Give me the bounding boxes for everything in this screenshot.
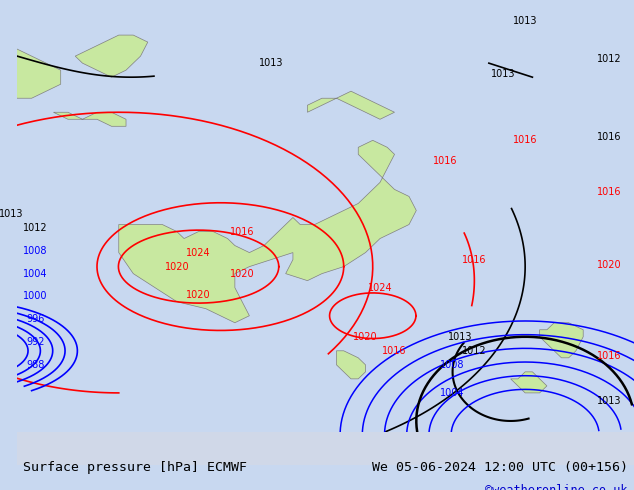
Polygon shape (75, 35, 148, 77)
Polygon shape (540, 323, 583, 358)
Polygon shape (53, 112, 126, 126)
Text: 1004: 1004 (23, 269, 48, 279)
Text: 1016: 1016 (597, 187, 621, 196)
Text: 1008: 1008 (23, 246, 48, 256)
Text: 1000: 1000 (23, 292, 48, 301)
Text: 1008: 1008 (441, 360, 465, 370)
Text: We 05-06-2024 12:00 UTC (00+156): We 05-06-2024 12:00 UTC (00+156) (372, 461, 628, 474)
Text: 1016: 1016 (597, 132, 621, 142)
Polygon shape (307, 91, 394, 119)
Text: 996: 996 (27, 314, 45, 324)
Text: 1020: 1020 (597, 260, 622, 270)
Polygon shape (337, 351, 365, 379)
Text: 1016: 1016 (597, 351, 621, 361)
Text: 1020: 1020 (353, 332, 378, 342)
Text: 1020: 1020 (230, 269, 254, 279)
Text: 1012: 1012 (462, 346, 487, 356)
Text: 1024: 1024 (186, 247, 211, 258)
Text: 1020: 1020 (164, 262, 189, 271)
Text: 1013: 1013 (513, 16, 538, 26)
Text: 992: 992 (27, 337, 45, 347)
Text: 1016: 1016 (462, 255, 487, 265)
Text: 1012: 1012 (23, 223, 48, 233)
Polygon shape (0, 35, 61, 98)
Text: 1016: 1016 (513, 135, 538, 146)
Text: 1013: 1013 (491, 69, 515, 79)
Text: 1013: 1013 (597, 396, 621, 406)
Text: 1020: 1020 (186, 290, 211, 300)
Text: 1013: 1013 (0, 209, 23, 220)
Text: 1004: 1004 (441, 388, 465, 398)
Polygon shape (119, 140, 417, 323)
Text: 1016: 1016 (382, 346, 407, 356)
Text: 1013: 1013 (259, 58, 283, 68)
Text: 988: 988 (27, 360, 45, 370)
Bar (17, 432, 634, 465)
Text: 1016: 1016 (230, 226, 254, 237)
Polygon shape (510, 372, 547, 393)
Text: 1024: 1024 (368, 283, 392, 293)
Text: Surface pressure [hPa] ECMWF: Surface pressure [hPa] ECMWF (23, 461, 247, 474)
Text: 1013: 1013 (448, 332, 472, 342)
Text: ©weatheronline.co.uk: ©weatheronline.co.uk (486, 484, 628, 490)
Text: 1012: 1012 (597, 54, 622, 64)
Text: 1016: 1016 (433, 156, 458, 167)
